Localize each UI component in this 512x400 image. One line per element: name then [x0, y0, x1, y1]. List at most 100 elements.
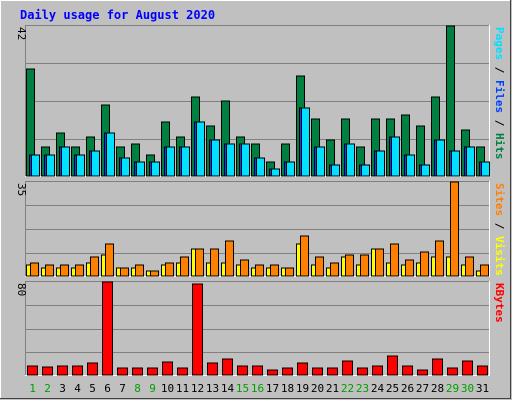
day-label-2: 2	[44, 382, 51, 395]
kbytes-bar-day-7	[117, 367, 128, 376]
pages-bar-day-25	[391, 136, 400, 177]
pages-bar-day-7	[121, 157, 130, 177]
hits-panel-legend-pages: Pages	[493, 27, 506, 60]
pages-bar-day-28	[436, 139, 445, 177]
day-label-13: 13	[206, 382, 219, 395]
sites-bar-day-26	[405, 259, 414, 277]
day-label-18: 18	[281, 382, 294, 395]
sites-bar-day-2	[45, 264, 54, 277]
kbytes-bar-day-28	[432, 358, 443, 376]
day-label-1: 1	[29, 382, 36, 395]
day-axis-labels: 1 2 3 4 5 6 7 8 9 10 11 12 13 14 15 16 17 18 19 20 21 22 23 24 2…	[29, 382, 489, 395]
sites-bar-day-9	[150, 270, 159, 277]
sites-bar-day-10	[165, 262, 174, 277]
kbytes-bar-day-14	[222, 358, 233, 376]
pages-bar-day-27	[421, 164, 430, 177]
pages-bar-day-13	[211, 139, 220, 177]
day-label-16: 16	[251, 382, 264, 395]
kbytes-bar-day-11	[177, 367, 188, 376]
kbytes-bar-day-17	[267, 369, 278, 376]
pages-bar-day-1	[31, 154, 40, 177]
kbytes-bar-day-5	[87, 362, 98, 376]
sites-bar-day-13	[210, 248, 219, 277]
day-label-8: 8	[134, 382, 141, 395]
sites-bar-day-23	[360, 254, 369, 277]
sites-bar-day-19	[300, 235, 309, 277]
kbytes-panel-side-legend: KBytes	[493, 283, 506, 323]
pages-bar-day-2	[46, 154, 55, 177]
day-label-30: 30	[461, 382, 474, 395]
kbytes-bar-day-29	[447, 367, 458, 376]
hits-panel-legend-separator: /	[493, 60, 506, 80]
kbytes-panel-plot-area	[25, 281, 490, 376]
sites-bar-day-1	[30, 262, 39, 277]
kbytes-bar-day-2	[42, 366, 53, 376]
sites-bar-day-22	[345, 254, 354, 277]
pages-bar-day-18	[286, 161, 295, 177]
kbytes-bar-day-3	[57, 365, 68, 376]
kbytes-bar-day-6	[102, 281, 113, 376]
day-label-15: 15	[236, 382, 249, 395]
kbytes-bar-day-25	[387, 355, 398, 376]
kbytes-bar-day-31	[477, 365, 488, 376]
hits-files-pages-panel: 42 Pages / Files / Hits	[15, 25, 506, 177]
day-label-21: 21	[326, 382, 339, 395]
sites-bar-day-3	[60, 264, 69, 277]
kbytes-bar-day-27	[417, 369, 428, 376]
day-label-28: 28	[431, 382, 444, 395]
pages-bar-day-16	[256, 157, 265, 177]
pages-bar-day-29	[451, 150, 460, 177]
pages-bar-day-21	[331, 164, 340, 177]
pages-bar-day-17	[271, 168, 280, 177]
kbytes-bar-day-16	[252, 365, 263, 376]
sites-bar-day-8	[135, 264, 144, 277]
day-label-27: 27	[416, 382, 429, 395]
sites-bar-day-16	[255, 264, 264, 277]
day-label-9: 9	[149, 382, 156, 395]
kbytes-panel: 80 KBytes	[15, 281, 506, 376]
sites-bar-day-21	[330, 262, 339, 277]
kbytes-bar-day-30	[462, 360, 473, 376]
day-label-11: 11	[176, 382, 189, 395]
sites-bar-day-14	[225, 240, 234, 277]
kbytes-bar-day-12	[192, 283, 203, 376]
kbytes-bar-day-9	[147, 367, 158, 376]
pages-bar-day-15	[241, 143, 250, 177]
sites-bar-day-7	[120, 267, 129, 277]
sites-bar-day-18	[285, 267, 294, 277]
sites-bar-day-12	[195, 248, 204, 277]
kbytes-bar-day-20	[312, 367, 323, 376]
sites-bar-day-5	[90, 256, 99, 277]
sites-bar-day-4	[75, 264, 84, 277]
sites-bar-day-31	[480, 264, 489, 277]
day-label-25: 25	[386, 382, 399, 395]
sites-bar-day-17	[270, 264, 279, 277]
pages-bar-day-31	[481, 161, 490, 177]
visits-panel-side-legend: Sites / Visits	[493, 183, 506, 276]
sites-bar-day-20	[315, 256, 324, 277]
sites-bar-day-30	[465, 256, 474, 277]
day-label-14: 14	[221, 382, 235, 395]
chart-title: Daily usage for August 2020	[20, 8, 215, 22]
pages-bar-day-10	[166, 146, 175, 177]
sites-bar-day-28	[435, 240, 444, 277]
day-label-7: 7	[119, 382, 126, 395]
day-label-24: 24	[371, 382, 385, 395]
pages-bar-day-9	[151, 161, 160, 177]
pages-bar-day-30	[466, 146, 475, 177]
sites-bar-day-15	[240, 259, 249, 277]
day-label-3: 3	[59, 382, 66, 395]
kbytes-bar-day-4	[72, 365, 83, 376]
kbytes-bar-day-24	[372, 365, 383, 376]
kbytes-bar-day-8	[132, 367, 143, 376]
day-label-29: 29	[446, 382, 459, 395]
pages-bar-day-8	[136, 161, 145, 177]
day-label-5: 5	[89, 382, 96, 395]
sites-bar-day-6	[105, 243, 114, 277]
kbytes-bar-day-21	[327, 367, 338, 376]
pages-bar-day-22	[346, 143, 355, 177]
chart-panels: 42 Pages / Files / Hits 35 Sites / Visits 80…	[15, 25, 506, 376]
sites-bar-day-11	[180, 256, 189, 277]
day-label-22: 22	[341, 382, 354, 395]
